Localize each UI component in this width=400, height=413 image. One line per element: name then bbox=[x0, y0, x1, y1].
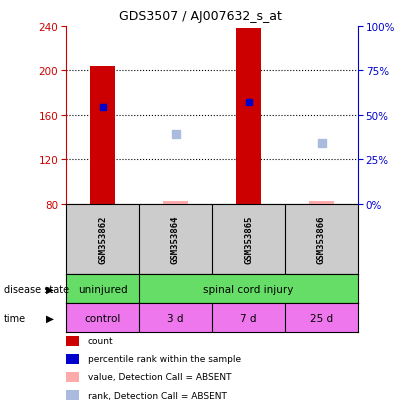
Text: GDS3507 / AJ007632_s_at: GDS3507 / AJ007632_s_at bbox=[118, 10, 282, 23]
Text: percentile rank within the sample: percentile rank within the sample bbox=[88, 354, 241, 363]
Text: uninjured: uninjured bbox=[78, 284, 127, 294]
Bar bbox=[90, 67, 115, 204]
Text: GSM353862: GSM353862 bbox=[98, 216, 107, 263]
Bar bbox=[309, 201, 334, 204]
Text: 25 d: 25 d bbox=[310, 313, 333, 323]
Bar bbox=[236, 29, 261, 204]
Bar bbox=[163, 201, 188, 204]
Text: disease state: disease state bbox=[4, 284, 69, 294]
Text: GSM353864: GSM353864 bbox=[171, 216, 180, 263]
Text: rank, Detection Call = ABSENT: rank, Detection Call = ABSENT bbox=[88, 391, 227, 400]
Text: spinal cord injury: spinal cord injury bbox=[203, 284, 294, 294]
Text: GSM353865: GSM353865 bbox=[244, 216, 253, 263]
Text: ▶: ▶ bbox=[46, 313, 54, 323]
Text: time: time bbox=[4, 313, 26, 323]
Text: value, Detection Call = ABSENT: value, Detection Call = ABSENT bbox=[88, 373, 232, 382]
Text: 7 d: 7 d bbox=[240, 313, 257, 323]
Text: GSM353866: GSM353866 bbox=[317, 216, 326, 263]
Text: control: control bbox=[84, 313, 121, 323]
Text: 3 d: 3 d bbox=[167, 313, 184, 323]
Text: ▶: ▶ bbox=[46, 284, 54, 294]
Text: count: count bbox=[88, 336, 114, 345]
